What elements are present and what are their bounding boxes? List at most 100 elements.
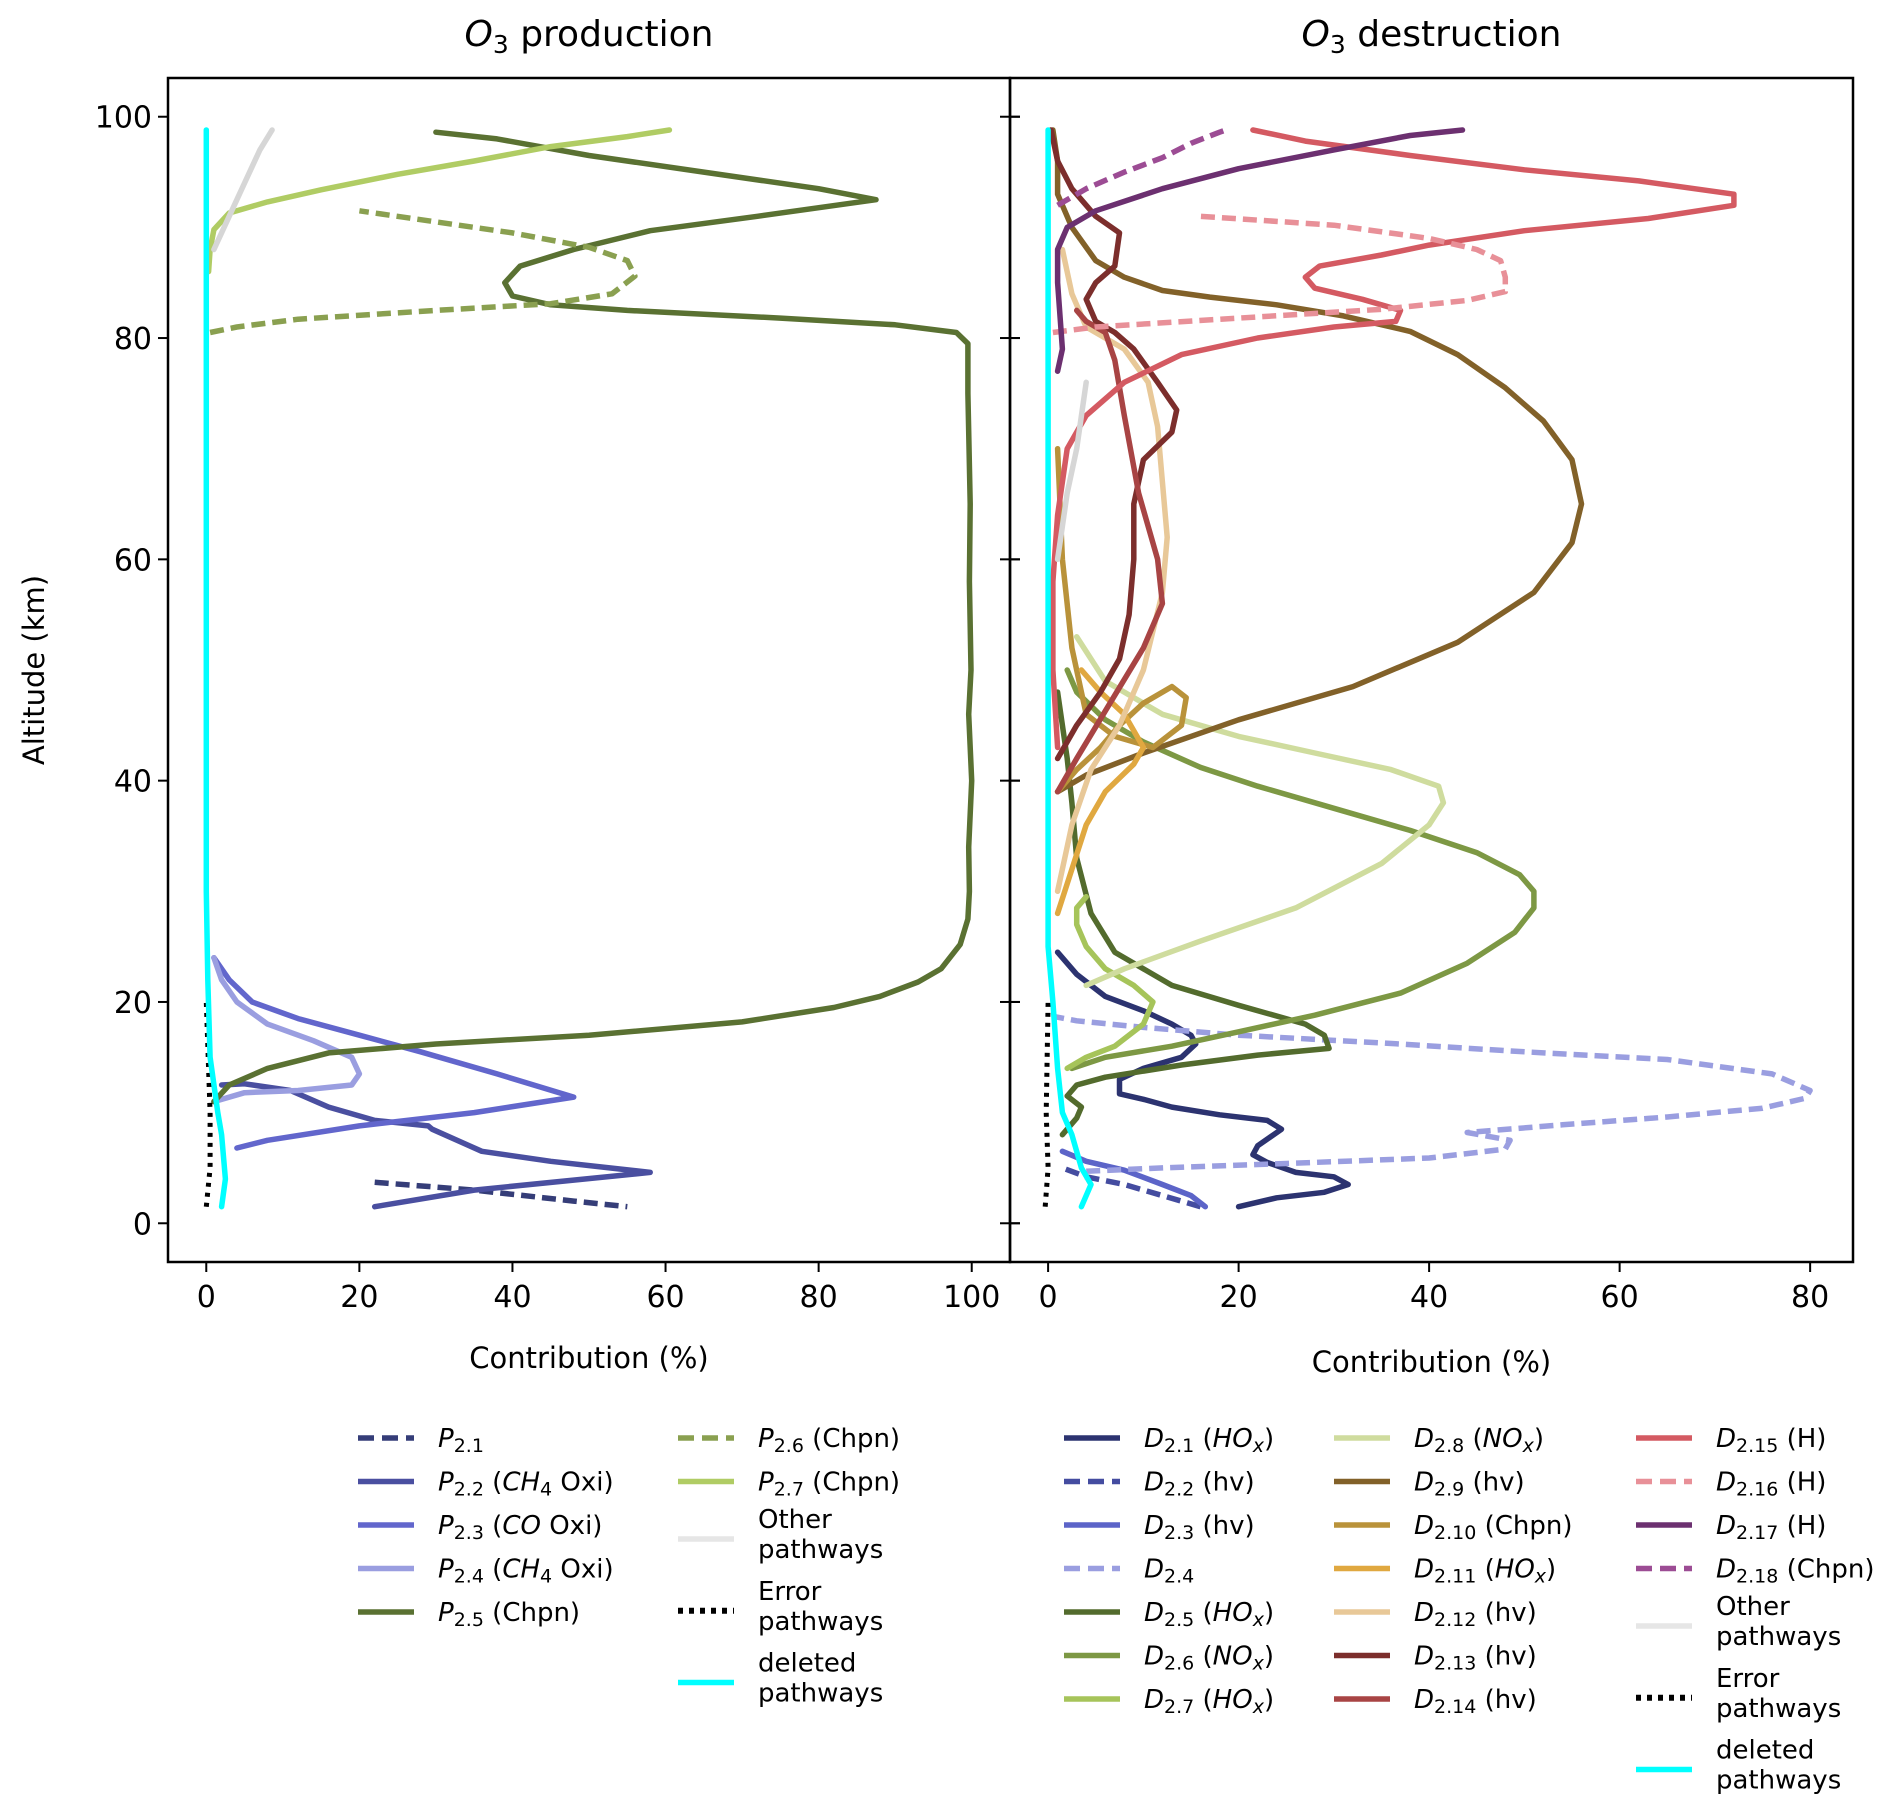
x-tick-label: 60 [1601, 1280, 1639, 1315]
x-axis-label: Contribution (%) [469, 1341, 708, 1375]
legend-label: deleted [1716, 1736, 1814, 1766]
legend-label: pathways [758, 1607, 883, 1637]
series-line-d2-7-hox [1064, 894, 1156, 1072]
y-tick-label: 40 [114, 765, 152, 800]
legend-label: P2.6 (Chpn) [758, 1424, 900, 1457]
legend-label: pathways [1716, 1766, 1841, 1796]
series-line-p2-6-chpn [209, 208, 638, 336]
legend-entry-d2-6: D2.6 (NOx) [1064, 1642, 1274, 1675]
y-tick-label: 100 [95, 101, 152, 136]
legend-entry-d2-3: D2.3 (hv) [1064, 1511, 1255, 1544]
series-line-p2-5-chpn [211, 129, 975, 1105]
panel-title: O3 destruction [1302, 14, 1562, 59]
legend-label: D2.11 (HOx) [1414, 1555, 1556, 1588]
legend-entry-d2-7: D2.7 (HOx) [1064, 1685, 1274, 1718]
series-line-d2-13-hv [1048, 127, 1180, 762]
y-tick-label: 20 [114, 986, 152, 1021]
legend-entry-d2-16: D2.16 (H) [1636, 1468, 1826, 1501]
plot-frame [1008, 76, 1855, 1264]
series-line-p2-3-co-oxi [211, 954, 577, 1151]
legend-entry-p2-5: P2.5 (Chpn) [358, 1598, 580, 1631]
x-tick-label: 20 [340, 1280, 378, 1315]
legend-entry-p2-6: P2.6 (Chpn) [678, 1424, 900, 1457]
x-tick-label: 60 [646, 1280, 684, 1315]
y-axis-label: Altitude (km) [17, 575, 51, 765]
series-line-deleted-pathways [1045, 127, 1094, 1210]
x-tick-label: 20 [1220, 1280, 1258, 1315]
series-line-d2-10-chpn [1054, 445, 1189, 795]
series-line-p2-2-ch4-oxi [218, 1081, 653, 1210]
series-line-d2-1-hox [1054, 949, 1351, 1210]
series-line-p2-7-chpn [205, 127, 673, 275]
series-line-d2-14-hv [1054, 307, 1166, 795]
legend-label: D2.17 (H) [1716, 1511, 1826, 1544]
legend-label: D2.15 (H) [1716, 1424, 1826, 1457]
x-tick-label: 80 [800, 1280, 838, 1315]
legend-label: D2.5 (HOx) [1144, 1598, 1274, 1631]
series-line-d2-4 [1052, 1013, 1813, 1175]
legend-entry-d2-14: D2.14 (hv) [1334, 1685, 1537, 1718]
series-line-deleted-pathways [203, 127, 229, 1210]
x-tick-label: 0 [1039, 1280, 1058, 1315]
destruction-legend: D2.1 (HOx) D2.2 (hv) D2.3 (hv) D2.4 D2.5 (HO… [1064, 1424, 1875, 1796]
series-line-d2-8-nox [1073, 634, 1447, 989]
x-tick-label: 0 [197, 1280, 216, 1315]
legend-entry-d2-9: D2.9 (hv) [1334, 1468, 1525, 1501]
x-tick-label: 40 [493, 1280, 531, 1315]
x-tick-label: 80 [1791, 1280, 1829, 1315]
legend-label: D2.7 (HOx) [1144, 1685, 1274, 1718]
legend-entry-d2-12: D2.12 (hv) [1334, 1598, 1537, 1631]
legend-entry-d2-8: D2.8 (NOx) [1334, 1424, 1544, 1457]
production-panel: 0 20 40 60 80 100 0 20 40 60 80 100 O3 production Con… [17, 14, 1020, 1375]
legend-label: D2.2 (hv) [1144, 1468, 1255, 1501]
production-legend: P2.1 P2.2 (CH4 Oxi) P2.3 (CO Oxi) P2.4 (CH4… [358, 1424, 900, 1709]
legend-label: deleted [758, 1649, 856, 1679]
legend-entry-d2-18: D2.18 (Chpn) [1636, 1555, 1875, 1587]
legend-entry-d2-13: D2.13 (hv) [1334, 1642, 1537, 1674]
panel-title: O3 production [465, 14, 714, 59]
legend-entry-p2-7: P2.7 (Chpn) [678, 1468, 900, 1500]
legend-label: D2.8 (NOx) [1414, 1424, 1544, 1457]
legend-label: D2.16 (H) [1716, 1468, 1826, 1501]
legend-label: D2.12 (hv) [1414, 1598, 1537, 1631]
legend-label: pathways [758, 1535, 883, 1565]
legend-entry-p2-4: P2.4 (CH4 Oxi) [358, 1555, 614, 1588]
legend-entry-p2-3: P2.3 (CO Oxi) [358, 1511, 602, 1544]
series-group [1042, 126, 1813, 1210]
legend-entry-p2-1: P2.1 [358, 1424, 484, 1457]
series-line-d2-3-hv [1059, 1148, 1209, 1210]
legend-entry-d2-17: D2.17 (H) [1636, 1511, 1826, 1544]
legend-entry-d2-15: D2.15 (H) [1636, 1424, 1826, 1457]
y-tick-label: 60 [114, 543, 152, 578]
legend-label: D2.14 (hv) [1414, 1685, 1537, 1718]
legend-label: D2.4 [1144, 1555, 1194, 1588]
legend-label: pathways [1716, 1694, 1841, 1724]
series-line-d2-17-h [1054, 127, 1466, 374]
legend-entry-d2-2: D2.2 (hv) [1064, 1468, 1255, 1501]
destruction-panel: 0 20 40 60 80 O3 destruction Contribution (%) [1000, 14, 1855, 1379]
series-line-other-pathways [211, 127, 275, 253]
legend-entry-d2-11: D2.11 (HOx) [1334, 1555, 1556, 1588]
legend-label: P2.1 [438, 1424, 484, 1457]
legend-label: P2.5 (Chpn) [438, 1598, 580, 1631]
series-line-d2-16-h [1052, 213, 1509, 336]
legend-label: D2.9 (hv) [1414, 1468, 1525, 1501]
x-tick-label: 40 [1410, 1280, 1448, 1315]
series-group [203, 127, 975, 1210]
y-tick-label: 0 [133, 1207, 152, 1242]
series-line-p2-4-ch4-oxi [211, 954, 363, 1105]
x-axis-label: Contribution (%) [1312, 1345, 1551, 1379]
series-line-error-pathways [1042, 1001, 1051, 1207]
series-line-d2-9-hv [1050, 127, 1585, 795]
legend-entry-d2-5: D2.5 (HOx) [1064, 1598, 1274, 1631]
legend-label: P2.4 (CH4 Oxi) [438, 1555, 614, 1588]
legend-entry-d2-1: D2.1 (HOx) [1064, 1424, 1274, 1457]
legend-label: D2.6 (NOx) [1144, 1642, 1274, 1675]
series-line-other-pathways [1054, 379, 1089, 563]
